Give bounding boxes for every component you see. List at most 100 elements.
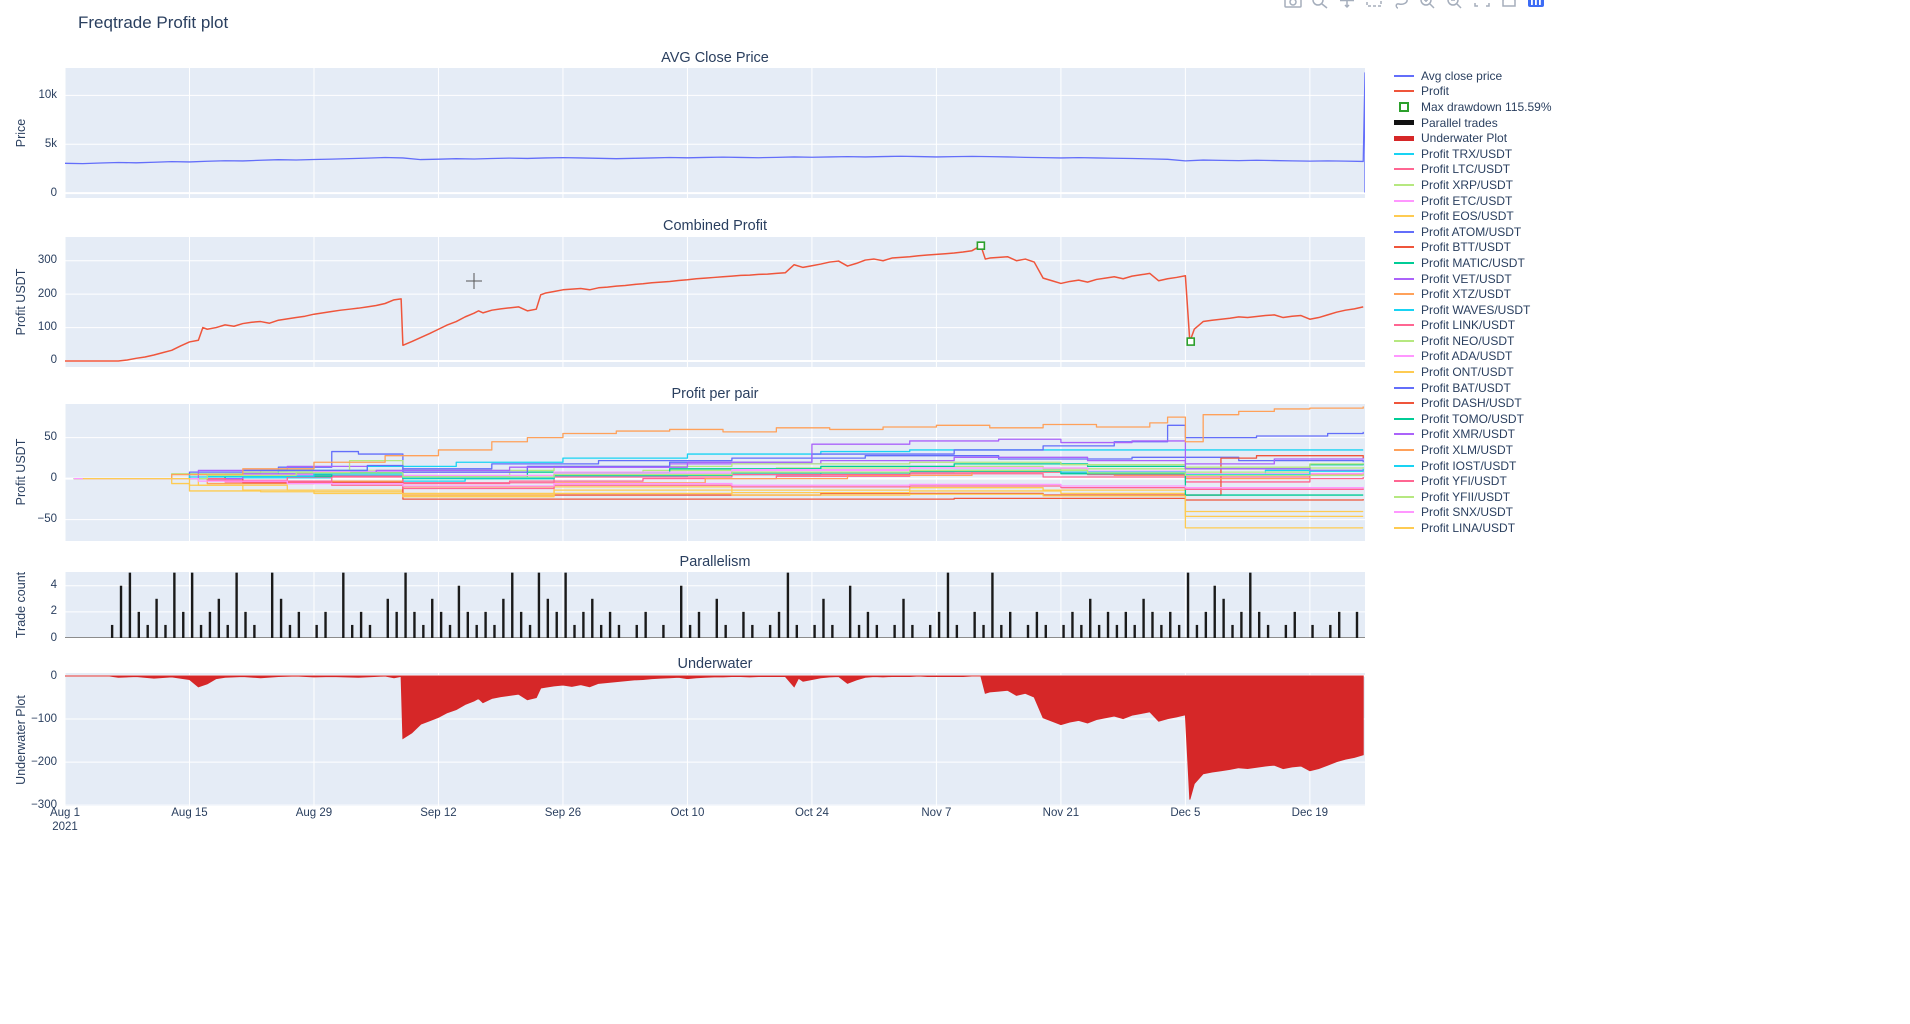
bar: [1195, 624, 1199, 638]
legend-item[interactable]: Profit DASH/USDT: [1392, 395, 1552, 411]
area-series: [65, 675, 1364, 800]
legend-swatch-icon: [1392, 74, 1416, 77]
legend-swatch-icon: [1392, 199, 1416, 202]
legend-item[interactable]: Profit SNX/USDT: [1392, 505, 1552, 521]
legend-item[interactable]: Profit XLM/USDT: [1392, 442, 1552, 458]
line-swatch-icon: [1394, 511, 1414, 514]
legend-swatch-icon: [1392, 324, 1416, 327]
max-drawdown-marker-icon: [1186, 337, 1196, 346]
legend-item[interactable]: Profit BAT/USDT: [1392, 380, 1552, 396]
zoom-out-icon[interactable]: [1445, 0, 1465, 15]
legend-item[interactable]: Underwater Plot: [1392, 130, 1552, 146]
line-swatch-icon: [1394, 230, 1414, 233]
legend-item[interactable]: Profit XMR/USDT: [1392, 427, 1552, 443]
legend-label: Underwater Plot: [1421, 131, 1508, 146]
bar: [1355, 611, 1359, 638]
legend-swatch-icon: [1392, 480, 1416, 483]
legend-item[interactable]: Profit EOS/USDT: [1392, 208, 1552, 224]
bar: [911, 624, 914, 638]
legend-item[interactable]: Profit YFI/USDT: [1392, 473, 1552, 489]
zoom-in-icon[interactable]: [1418, 0, 1438, 15]
bar: [688, 624, 692, 638]
line-swatch-icon: [1394, 168, 1414, 171]
line-swatch-icon: [1394, 371, 1414, 374]
bar: [1000, 624, 1003, 638]
legend-item[interactable]: Profit BTT/USDT: [1392, 240, 1552, 256]
bar: [635, 624, 638, 638]
legend-item[interactable]: Profit ADA/USDT: [1392, 349, 1552, 365]
line-swatch-icon: [1394, 527, 1414, 530]
legend-label: Parallel trades: [1421, 115, 1498, 130]
bar: [208, 611, 212, 638]
bar: [786, 572, 790, 638]
legend-item[interactable]: Profit MATIC/USDT: [1392, 255, 1552, 271]
bar: [1062, 624, 1065, 638]
legend-item[interactable]: Parallel trades: [1392, 115, 1552, 131]
max-drawdown-marker-icon: [976, 241, 986, 250]
bar: [199, 624, 203, 638]
legend-label: Profit ADA/USDT: [1421, 349, 1513, 364]
legend-item[interactable]: Profit IOST/USDT: [1392, 458, 1552, 474]
legend-item[interactable]: Profit LTC/USDT: [1392, 162, 1552, 178]
y-tick-label: 4: [50, 579, 57, 592]
zoom-icon[interactable]: [1310, 0, 1330, 15]
bar: [137, 611, 141, 638]
line-series: [65, 72, 1365, 193]
legend-item[interactable]: Avg close price: [1392, 68, 1552, 84]
bar: [511, 572, 514, 638]
legend-label: Max drawdown 115.59%: [1421, 99, 1552, 114]
legend-item[interactable]: Profit VET/USDT: [1392, 271, 1552, 287]
mouse-cursor-crosshair: [466, 273, 482, 289]
legend-item[interactable]: Max drawdown 115.59%: [1392, 99, 1552, 115]
line-swatch-icon: [1394, 90, 1414, 93]
legend-item[interactable]: Profit XRP/USDT: [1392, 177, 1552, 193]
legend-swatch-icon: [1392, 135, 1416, 141]
legend-item[interactable]: Profit ATOM/USDT: [1392, 224, 1552, 240]
line-series: [73, 459, 1364, 480]
plot-area[interactable]: [65, 237, 1365, 367]
legend-label: Profit ATOM/USDT: [1421, 224, 1522, 239]
legend-label: Profit TOMO/USDT: [1421, 411, 1524, 426]
legend-label: Profit YFI/USDT: [1421, 474, 1507, 489]
bar: [1329, 624, 1332, 638]
x-tick-label: Nov 21: [1042, 807, 1080, 819]
line-series: [73, 450, 1364, 480]
plotly-logo-icon[interactable]: [1526, 0, 1546, 15]
legend-label: Profit LINK/USDT: [1421, 318, 1516, 333]
legend-label: Profit VET/USDT: [1421, 271, 1512, 286]
bar: [368, 624, 372, 638]
legend-label: Profit LINA/USDT: [1421, 521, 1516, 536]
camera-icon[interactable]: [1283, 0, 1303, 15]
legend-item[interactable]: Profit: [1392, 84, 1552, 100]
line-swatch-icon: [1394, 480, 1414, 483]
legend-item[interactable]: Profit ONT/USDT: [1392, 364, 1552, 380]
legend-label: Profit IOST/USDT: [1421, 458, 1517, 473]
bar: [164, 624, 167, 638]
x-tick-label: Nov 7: [921, 807, 952, 819]
legend-item[interactable]: Profit LINK/USDT: [1392, 318, 1552, 334]
x-tick-label: Oct 10: [670, 807, 705, 819]
legend-swatch-icon: [1392, 168, 1416, 171]
pan-icon[interactable]: [1337, 0, 1357, 15]
legend-item[interactable]: Profit TOMO/USDT: [1392, 411, 1552, 427]
bar: [777, 611, 781, 638]
legend-item[interactable]: Profit XTZ/USDT: [1392, 286, 1552, 302]
legend-item[interactable]: Profit LINA/USDT: [1392, 520, 1552, 536]
legend-item[interactable]: Profit WAVES/USDT: [1392, 302, 1552, 318]
legend-swatch-icon: [1392, 261, 1416, 264]
legend-item[interactable]: Profit ETC/USDT: [1392, 193, 1552, 209]
y-tick-label: 0: [50, 186, 57, 199]
legend-item[interactable]: Profit TRX/USDT: [1392, 146, 1552, 162]
legend-label: Profit EOS/USDT: [1421, 209, 1514, 224]
reset-axes-icon[interactable]: [1499, 0, 1519, 15]
line-series: [73, 469, 1364, 480]
square-swatch-icon: [1399, 101, 1409, 112]
bar: [724, 624, 727, 638]
legend-item[interactable]: Profit YFII/USDT: [1392, 489, 1552, 505]
legend-item[interactable]: Profit NEO/USDT: [1392, 333, 1552, 349]
lasso-icon[interactable]: [1391, 0, 1411, 15]
y-tick-label: −300: [31, 798, 57, 811]
plot-area[interactable]: [65, 68, 1365, 198]
box-select-icon[interactable]: [1364, 0, 1384, 15]
legend-label: Profit YFII/USDT: [1421, 489, 1511, 504]
